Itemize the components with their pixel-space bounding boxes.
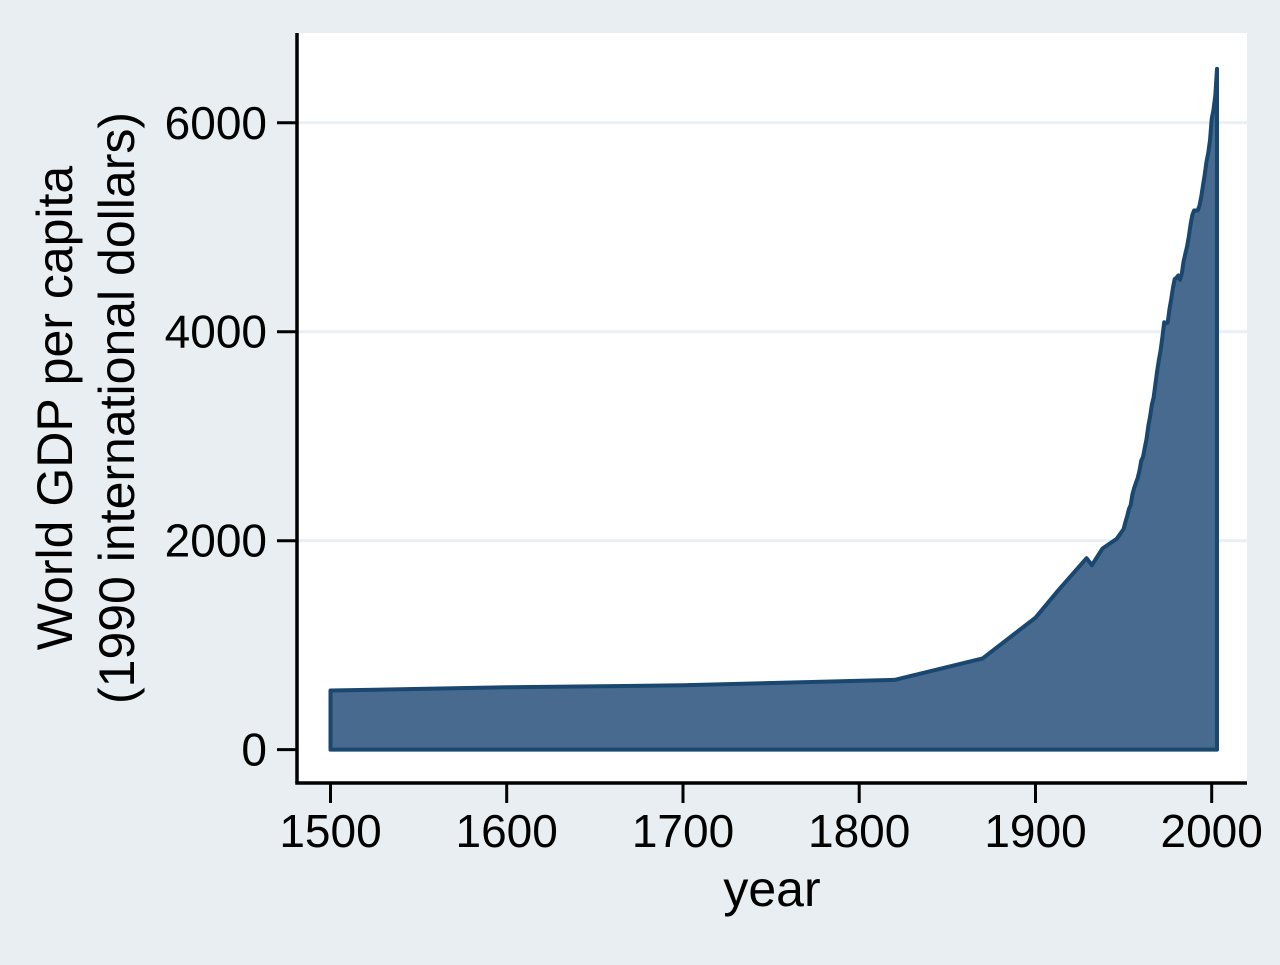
y-axis-title-line-2: (1990 international dollars) [89, 112, 145, 704]
x-tick-label: 1800 [808, 805, 910, 857]
area-series-world-gdp [328, 66, 1219, 752]
x-tick-label: 1700 [632, 805, 734, 857]
x-tick-label: 1900 [984, 805, 1086, 857]
x-tick-label: 2000 [1161, 805, 1263, 857]
y-gridlines [297, 121, 1247, 543]
x-axis-title: year [723, 861, 820, 917]
y-axis: 0 2000 4000 6000 [165, 97, 297, 776]
y-tick-label: 4000 [165, 306, 267, 358]
x-axis: 1500 1600 1700 1800 1900 2000 [279, 783, 1263, 857]
y-axis-title-line-1: World GDP per capita [27, 166, 83, 651]
y-tick-label: 6000 [165, 97, 267, 149]
y-tick-label: 0 [241, 724, 267, 776]
y-tick-label: 2000 [165, 515, 267, 567]
x-tick-label: 1600 [456, 805, 558, 857]
x-tick-label: 1500 [279, 805, 381, 857]
